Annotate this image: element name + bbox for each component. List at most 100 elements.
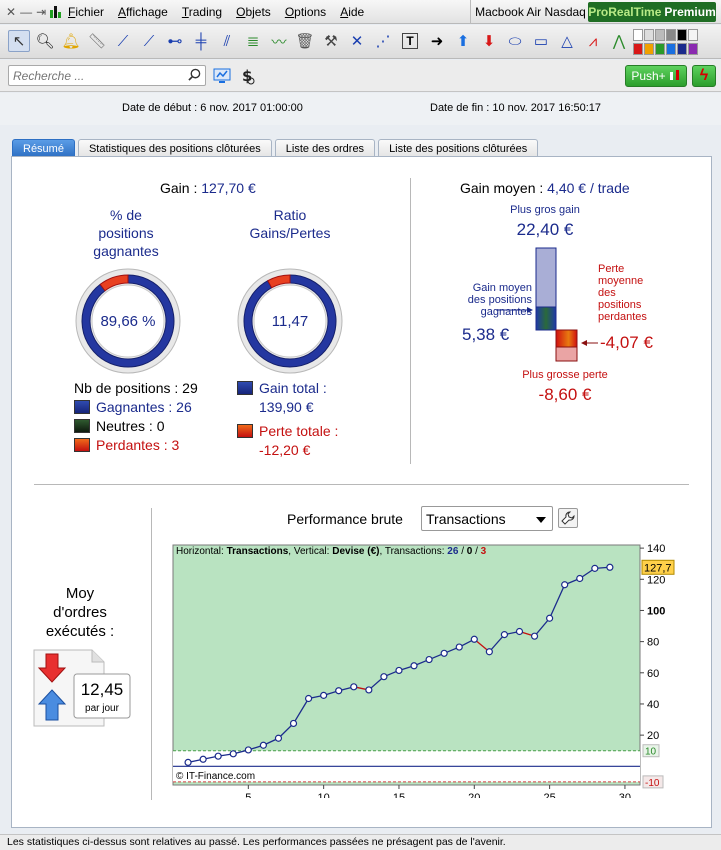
data-point[interactable] (410, 662, 418, 670)
wave-tool-icon[interactable]: 〰 (271, 33, 287, 51)
swatch-navy[interactable] (677, 42, 687, 55)
fan-tool-icon[interactable]: ⋰ (375, 33, 391, 50)
swatch-green[interactable] (655, 42, 665, 55)
y-tick-label: 140 (647, 543, 665, 555)
pin-icon[interactable]: ⇥ (36, 4, 47, 19)
close-icon[interactable]: ✕ (6, 4, 17, 19)
pct-donut-center (91, 284, 165, 358)
data-point[interactable] (470, 635, 478, 643)
search-input[interactable] (8, 65, 206, 86)
swatch-offwhite[interactable] (688, 29, 698, 41)
screen-share-icon[interactable] (212, 66, 232, 86)
x-tick-label: 20 (468, 792, 480, 798)
swatch-orange[interactable] (644, 42, 654, 55)
menu-options[interactable]: Options (284, 4, 327, 19)
menu-objets[interactable]: Objets (236, 4, 271, 19)
arrow-down-icon[interactable]: ⬇ (482, 33, 496, 50)
data-point[interactable] (214, 752, 222, 760)
current-value-label: 127,7 (644, 562, 672, 574)
disclaimer-footer: Les statistiques ci-dessus sont relative… (0, 834, 721, 850)
data-point[interactable] (380, 673, 388, 681)
data-point[interactable] (350, 683, 358, 691)
zigzag-tool-icon[interactable]: ⩘ (588, 32, 598, 50)
menu-aide[interactable]: Aide (340, 4, 365, 19)
swatch-red[interactable] (633, 42, 643, 55)
vertical-line-icon[interactable]: ╪ (195, 32, 207, 50)
data-point[interactable] (576, 574, 584, 583)
swatch-darkgray[interactable] (666, 29, 676, 41)
tab-closed-positions-list[interactable]: Liste des positions clôturées (378, 139, 539, 157)
data-point[interactable] (259, 741, 267, 749)
line-tool-icon[interactable]: ⟋ (143, 32, 155, 50)
pointer-tool-icon[interactable]: ↖ (8, 30, 30, 52)
instrument-name[interactable]: Macbook Air Nasdaq (470, 0, 590, 24)
swatch-white[interactable] (633, 29, 643, 41)
data-point[interactable] (485, 648, 493, 656)
search-icon[interactable] (188, 68, 201, 81)
data-point[interactable] (289, 719, 298, 728)
menu-affichage[interactable]: Affichage (118, 4, 168, 19)
swatch-black[interactable] (677, 29, 687, 41)
data-point[interactable] (500, 631, 509, 639)
zoom-tool-icon[interactable]: 🔍︎ (35, 33, 55, 50)
arrow-right-icon[interactable]: ➜ (430, 33, 444, 50)
ruler-tool-icon[interactable]: 📏︎ (87, 33, 107, 50)
data-point[interactable] (184, 758, 192, 767)
data-point[interactable] (304, 694, 313, 703)
data-point[interactable] (229, 750, 237, 758)
horizontal-line-icon[interactable]: ⊷ (167, 33, 183, 50)
trash-icon[interactable]: 🗑︎ (295, 33, 315, 50)
data-point[interactable] (244, 746, 252, 754)
dollar-settings-icon[interactable]: $ (240, 66, 256, 86)
push-plus-button[interactable]: Push+ (625, 65, 687, 87)
swatch-gray[interactable] (655, 29, 665, 41)
data-point[interactable] (335, 687, 343, 695)
triangle-tool-icon[interactable]: △ (561, 33, 573, 50)
data-point[interactable] (274, 734, 283, 742)
data-point[interactable] (425, 655, 433, 664)
upper-band-label: 10 (645, 747, 657, 758)
swatch-purple[interactable] (688, 42, 698, 55)
performance-select-value: Transactions (426, 510, 506, 527)
performance-select[interactable]: Transactions (421, 506, 553, 531)
hammer-icon[interactable]: ⚒ (324, 33, 338, 50)
rectangle-tool-icon[interactable]: ▭ (533, 33, 549, 50)
data-point[interactable] (365, 686, 373, 694)
data-point[interactable] (320, 691, 328, 699)
info-h-label: Horizontal: (176, 546, 224, 557)
data-point[interactable] (606, 563, 614, 571)
alert-bell-icon[interactable]: 🔔︎ (61, 33, 81, 50)
data-point[interactable] (455, 643, 463, 651)
data-point[interactable] (561, 581, 569, 589)
ellipse-tool-icon[interactable]: ⬭ (508, 32, 522, 50)
data-point[interactable] (395, 666, 403, 675)
segment-tool-icon[interactable]: ⟋ (117, 32, 129, 50)
data-point[interactable] (515, 627, 524, 636)
pattern-tool-icon[interactable]: ⋀ (612, 33, 626, 50)
chart-settings-button[interactable] (558, 508, 578, 528)
data-point[interactable] (199, 755, 207, 763)
arrow-up-icon[interactable]: ⬆ (456, 33, 470, 50)
data-point[interactable] (440, 649, 448, 657)
data-point[interactable] (530, 632, 539, 640)
performance-chart[interactable]: 20 40 60 80 100 120 140 5 10 15 20 25 30 10 -10 127,7 (170, 542, 680, 798)
menu-fichier[interactable]: Fichier (68, 4, 105, 19)
text-tool-icon[interactable]: T (402, 33, 418, 49)
avg-loss-label-line-2: moyenne (598, 275, 644, 287)
tab-closed-positions-stats[interactable]: Statistiques des positions clôturées (77, 139, 272, 157)
data-point[interactable] (546, 614, 554, 622)
cross-line-icon[interactable]: ✕ (350, 33, 364, 50)
swatch-blue[interactable] (666, 42, 676, 55)
legend-neutral: Neutres : 0 (74, 417, 198, 436)
fibonacci-tool-icon[interactable]: ≣ (246, 33, 260, 50)
tab-order-list[interactable]: Liste des ordres (274, 139, 376, 157)
minimize-icon[interactable]: — (20, 4, 33, 19)
channel-tool-icon[interactable]: ⫽ (223, 32, 231, 50)
gain-segment (488, 634, 505, 653)
data-point[interactable] (591, 564, 599, 572)
quick-trade-bolt-icon[interactable]: ϟ (692, 65, 716, 87)
pct-winning-donut (75, 268, 181, 374)
swatch-lightgray[interactable] (644, 29, 654, 41)
menu-trading[interactable]: Trading (181, 4, 223, 19)
tab-resume[interactable]: Résumé (12, 139, 75, 157)
